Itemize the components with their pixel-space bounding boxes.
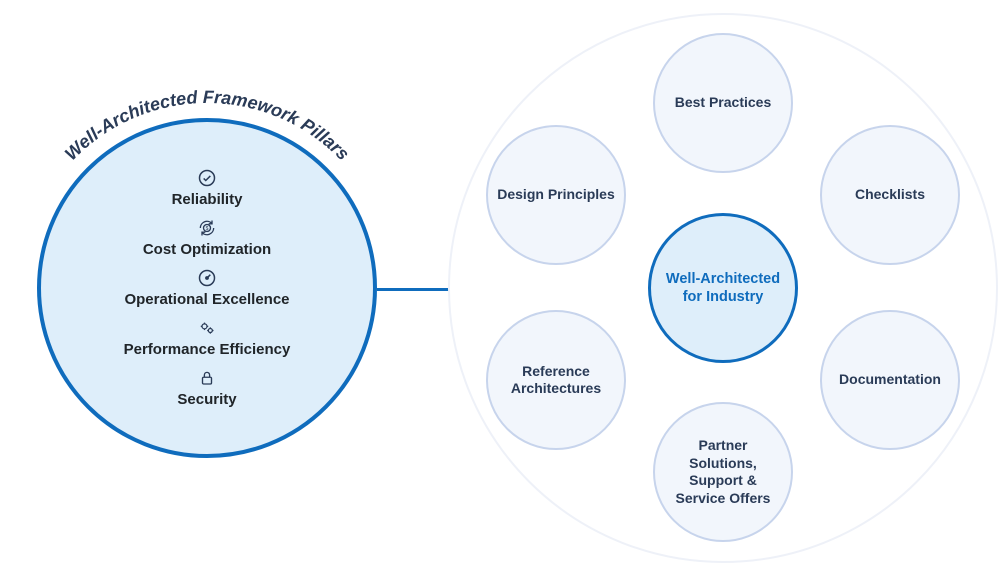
outer-node-label: Documentation xyxy=(839,371,941,389)
pillar-item: $ Cost Optimization xyxy=(143,217,271,259)
dollar-refresh-icon: $ xyxy=(196,217,218,239)
pillar-label: Security xyxy=(177,391,236,409)
lock-icon xyxy=(196,367,218,389)
outer-node: Documentation xyxy=(820,310,960,450)
pillar-label: Cost Optimization xyxy=(143,241,271,259)
pillar-item: Security xyxy=(177,367,236,409)
outer-node: Reference Architectures xyxy=(486,310,626,450)
center-node: Well-Architected for Industry xyxy=(648,213,798,363)
pillar-label: Reliability xyxy=(172,191,243,209)
outer-node: Partner Solutions, Support & Service Off… xyxy=(653,402,793,542)
pillar-label: Operational Excellence xyxy=(124,291,289,309)
pillar-item: Performance Efficiency xyxy=(124,317,291,359)
pillars-circle: Reliability $ Cost Optimization Operational… xyxy=(37,118,377,458)
outer-node-label: Checklists xyxy=(855,186,925,204)
pillar-label: Performance Efficiency xyxy=(124,341,291,359)
outer-node: Checklists xyxy=(820,125,960,265)
outer-node: Best Practices xyxy=(653,33,793,173)
gauge-icon xyxy=(196,267,218,289)
pillar-item: Operational Excellence xyxy=(124,267,289,309)
outer-node: Design Principles xyxy=(486,125,626,265)
outer-node-label: Design Principles xyxy=(497,186,614,204)
gears-icon xyxy=(196,317,218,339)
center-node-label: Well-Architected for Industry xyxy=(659,270,787,306)
pillar-item: Reliability xyxy=(172,167,243,209)
outer-node-label: Best Practices xyxy=(675,94,772,112)
outer-node-label: Partner Solutions, Support & Service Off… xyxy=(663,437,783,507)
svg-text:$: $ xyxy=(206,226,209,232)
outer-node-label: Reference Architectures xyxy=(496,363,616,398)
diagram-canvas: Well-Architected Framework Pillars Relia… xyxy=(0,0,1006,576)
check-circle-icon xyxy=(196,167,218,189)
